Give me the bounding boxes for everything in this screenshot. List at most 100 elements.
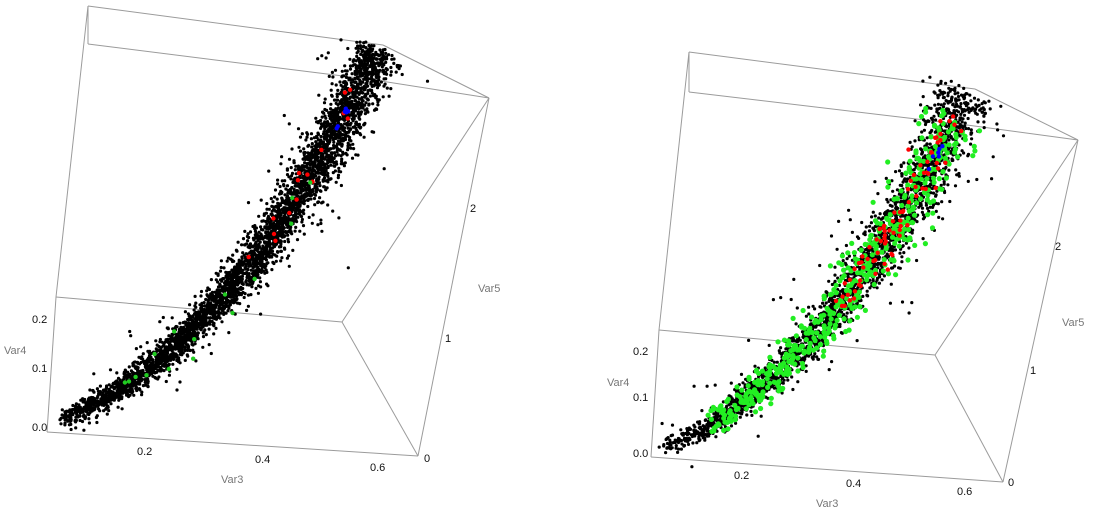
- data-point: [268, 224, 273, 228]
- data-point: [84, 407, 88, 411]
- data-point: [329, 102, 333, 106]
- data-point: [749, 409, 753, 413]
- data-point: [210, 319, 214, 324]
- data-point: [213, 317, 217, 321]
- data-point: [136, 369, 140, 373]
- data-point: [180, 340, 184, 344]
- data-point: [395, 63, 399, 68]
- data-point: [310, 189, 314, 193]
- data-point: [345, 116, 350, 121]
- data-point: [246, 293, 251, 297]
- data-point: [339, 170, 343, 174]
- data-point: [342, 129, 346, 133]
- data-point: [273, 188, 278, 192]
- data-point: [263, 271, 267, 275]
- data-point: [213, 306, 217, 310]
- data-point: [278, 217, 282, 221]
- data-point: [224, 280, 229, 284]
- data-point: [964, 126, 968, 131]
- data-point: [246, 239, 250, 243]
- data-point: [305, 131, 309, 135]
- data-point: [919, 103, 923, 107]
- data-point: [303, 161, 307, 165]
- data-point: [226, 298, 230, 303]
- data-point: [325, 108, 329, 112]
- data-point: [660, 421, 664, 426]
- data-point: [140, 373, 144, 377]
- data-point: [300, 220, 304, 224]
- data-point: [146, 349, 150, 353]
- data-point: [345, 103, 349, 107]
- data-point: [264, 255, 268, 259]
- data-point: [353, 91, 357, 95]
- data-point: [350, 156, 355, 160]
- data-point: [354, 80, 358, 84]
- data-point: [199, 289, 204, 294]
- data-point: [367, 102, 371, 106]
- data-point: [344, 110, 349, 115]
- x-tick-label: 0.2: [137, 446, 152, 458]
- data-point: [102, 400, 106, 404]
- data-point: [271, 208, 276, 212]
- data-point: [969, 99, 973, 103]
- data-point: [140, 377, 144, 381]
- data-point: [167, 343, 172, 347]
- data-point: [128, 387, 132, 391]
- data-point: [200, 317, 204, 321]
- data-point: [256, 265, 260, 269]
- data-point: [186, 317, 190, 322]
- data-point: [95, 420, 99, 425]
- data-point: [109, 402, 113, 406]
- data-point: [141, 352, 145, 356]
- data-point: [302, 147, 306, 151]
- data-point: [295, 181, 299, 185]
- data-point: [335, 94, 339, 99]
- data-point: [338, 142, 342, 146]
- data-point: [817, 339, 821, 343]
- data-point: [384, 60, 388, 64]
- data-point: [188, 336, 192, 340]
- data-point: [366, 89, 370, 93]
- data-point: [322, 123, 326, 127]
- data-point: [359, 112, 363, 116]
- data-point: [295, 238, 300, 242]
- data-point: [753, 364, 757, 368]
- data-point: [320, 155, 324, 159]
- data-point: [243, 271, 247, 276]
- data-point: [213, 290, 217, 294]
- data-point: [257, 244, 261, 248]
- data-point: [329, 88, 333, 92]
- data-point: [928, 142, 932, 146]
- data-point: [333, 153, 338, 158]
- data-point: [347, 130, 351, 134]
- data-point: [287, 207, 291, 211]
- data-point: [368, 63, 373, 68]
- data-point: [257, 250, 261, 254]
- data-point: [982, 126, 986, 130]
- data-point: [328, 114, 332, 118]
- data-point: [214, 326, 218, 330]
- data-point: [342, 80, 346, 85]
- data-point: [165, 354, 170, 358]
- data-point: [194, 359, 198, 363]
- data-point: [325, 124, 329, 128]
- data-point: [117, 382, 121, 386]
- data-point: [242, 261, 246, 265]
- data-point: [302, 208, 306, 212]
- plot-box: [46, 5, 490, 457]
- data-point: [221, 308, 225, 312]
- data-point: [253, 224, 257, 228]
- data-point: [146, 359, 150, 363]
- data-point: [150, 365, 154, 369]
- data-point: [165, 363, 169, 367]
- data-point: [904, 241, 909, 245]
- data-point: [389, 73, 393, 77]
- data-point: [344, 122, 348, 126]
- data-point: [344, 151, 348, 155]
- data-point: [330, 126, 334, 130]
- data-point: [956, 110, 961, 114]
- data-point: [425, 79, 430, 83]
- data-point: [97, 407, 101, 411]
- data-point: [301, 189, 305, 193]
- data-point: [246, 267, 250, 271]
